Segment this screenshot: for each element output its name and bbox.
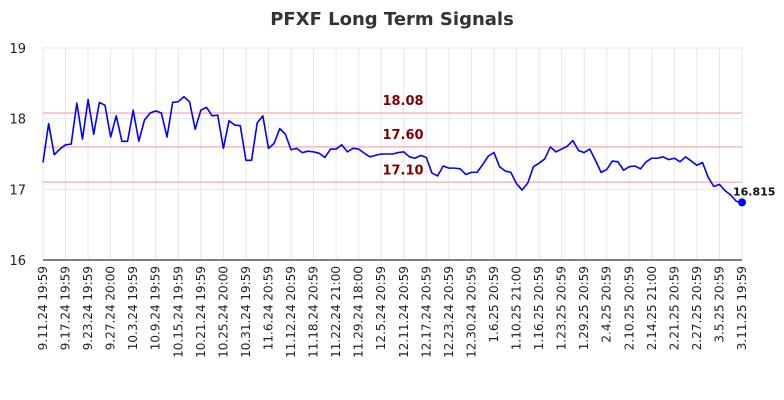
x-tick-label: 12.11.24 20:59: [397, 266, 411, 358]
x-tick-label: 10.31.24 19:59: [239, 266, 253, 358]
x-tick-label: 11.18.24 20:59: [307, 266, 321, 358]
x-tick-label: 12.17.24 20:59: [419, 266, 433, 358]
x-tick-label: 2.14.25 21:00: [645, 266, 659, 350]
last-value-label: 16.815: [733, 185, 775, 198]
x-tick-label: 9.17.24 19:59: [59, 266, 73, 350]
x-tick-label: 1.29.25 20:59: [577, 266, 591, 350]
signal-label: 17.10: [382, 163, 423, 178]
x-tick-label: 12.5.24 20:59: [374, 266, 388, 350]
x-tick-label: 3.11.25 19:59: [735, 266, 749, 350]
x-axis-ticks: 9.11.24 19:59 9.17.24 19:59 9.23.24 19:59 9…: [36, 266, 749, 358]
x-tick-label: 10.21.24 19:59: [194, 266, 208, 358]
annotations: 18.08 17.60 17.10 16.815: [382, 94, 775, 198]
x-tick-label: 11.22.24 21:00: [329, 266, 343, 358]
y-tick-label: 16: [9, 254, 26, 269]
x-tick-label: 9.27.24 20:00: [104, 266, 118, 350]
signal-label: 18.08: [382, 94, 423, 109]
x-tick-label: 11.6.24 20:59: [261, 266, 275, 350]
y-axis-ticks: 16 17 18 19: [9, 42, 26, 269]
x-tick-label: 2.27.25 20:59: [690, 266, 704, 350]
x-tick-label: 10.3.24 19:59: [126, 266, 140, 350]
x-tick-label: 9.23.24 19:59: [81, 266, 95, 350]
x-tick-label: 10.15.24 19:59: [171, 266, 185, 358]
x-tick-label: 1.6.25 20:59: [487, 266, 501, 343]
x-tick-label: 1.23.25 20:59: [555, 266, 569, 350]
x-tick-label: 2.4.25 20:59: [600, 266, 614, 343]
y-tick-label: 18: [9, 113, 26, 128]
x-tick-label: 2.10.25 20:59: [622, 266, 636, 350]
price-line: [42, 95, 743, 204]
x-tick-label: 9.11.24 19:59: [36, 266, 50, 350]
x-tick-label: 12.23.24 20:59: [442, 266, 456, 358]
y-tick-label: 17: [9, 183, 26, 198]
x-tick-label: 10.9.24 19:59: [149, 266, 163, 350]
x-tick-label: 10.25.24 20:00: [216, 266, 230, 358]
price-series: [42, 95, 746, 207]
chart-title: PFXF Long Term Signals: [270, 9, 514, 30]
x-tick-label: 12.30.24 20:59: [464, 266, 478, 358]
x-tick-label: 11.29.24 18:00: [352, 266, 366, 358]
x-tick-label: 11.12.24 20:59: [284, 266, 298, 358]
x-tick-label: 1.16.25 20:59: [532, 266, 546, 350]
last-point-marker: [738, 198, 746, 207]
x-tick-label: 3.5.25 20:59: [712, 266, 726, 343]
x-tick-label: 2.21.25 20:59: [667, 266, 681, 350]
y-tick-label: 19: [9, 42, 26, 57]
x-tick-label: 1.10.25 21:00: [510, 266, 524, 350]
signal-label: 17.60: [382, 128, 423, 143]
